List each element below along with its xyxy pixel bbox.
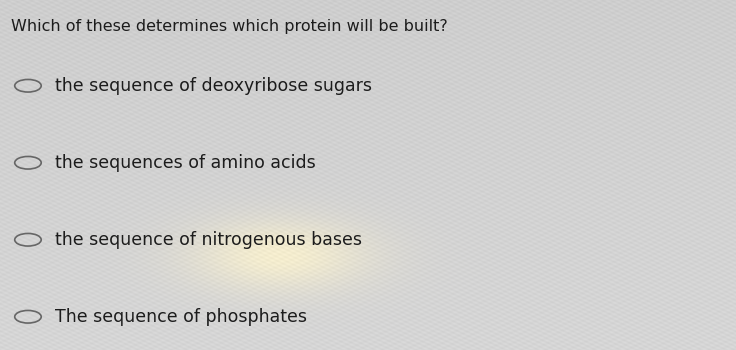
Text: the sequence of nitrogenous bases: the sequence of nitrogenous bases bbox=[55, 231, 362, 249]
Text: the sequence of deoxyribose sugars: the sequence of deoxyribose sugars bbox=[55, 77, 372, 95]
Text: the sequences of amino acids: the sequences of amino acids bbox=[55, 154, 316, 172]
Text: The sequence of phosphates: The sequence of phosphates bbox=[55, 308, 307, 326]
Text: Which of these determines which protein will be built?: Which of these determines which protein … bbox=[11, 19, 447, 34]
